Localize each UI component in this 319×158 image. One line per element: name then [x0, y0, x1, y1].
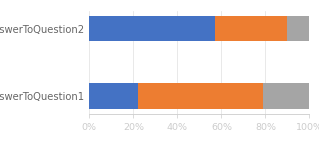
Bar [89, 83, 138, 109]
Bar [287, 16, 309, 41]
Bar [89, 16, 215, 41]
Bar [215, 16, 287, 41]
Bar [138, 83, 263, 109]
Bar [263, 83, 309, 109]
